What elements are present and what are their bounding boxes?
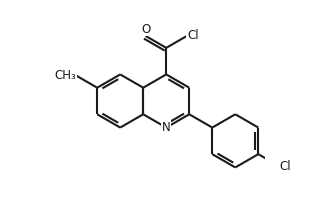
Text: O: O xyxy=(141,23,150,36)
Text: Cl: Cl xyxy=(279,160,291,173)
Text: CH₃: CH₃ xyxy=(55,69,77,82)
Text: Cl: Cl xyxy=(187,29,199,42)
Text: N: N xyxy=(162,121,170,134)
